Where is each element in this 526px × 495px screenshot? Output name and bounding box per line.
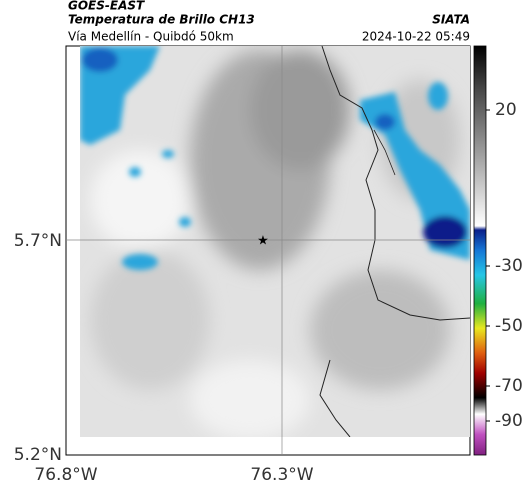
route-marker: ★: [257, 234, 269, 249]
source: SIATA: [432, 13, 470, 27]
datetime: 2024-10-22 05:49: [362, 30, 470, 44]
lat-label: 5.7°N: [14, 231, 62, 251]
colorbar: [473, 45, 487, 456]
colorbar-tick-label: -70: [495, 376, 523, 396]
lon-label: 76.8°W: [34, 465, 97, 485]
lon-label: 76.3°W: [250, 465, 313, 485]
colorbar-tick-label: 20: [495, 100, 517, 120]
colorbar-tick-label: -90: [495, 411, 523, 431]
product: Temperatura de Brillo CH13: [68, 13, 255, 27]
lat-label: 5.2°N: [14, 445, 62, 465]
colorbar-tick-label: -30: [495, 256, 523, 276]
colorbar-ticks: 20 -30 -50 -70 -90: [486, 100, 523, 431]
satellite: GOES-EAST: [68, 0, 145, 13]
route: Vía Medellín - Quibdó 50km: [68, 30, 234, 44]
colorbar-tick-label: -50: [495, 316, 523, 336]
satellite-image: [80, 46, 470, 437]
